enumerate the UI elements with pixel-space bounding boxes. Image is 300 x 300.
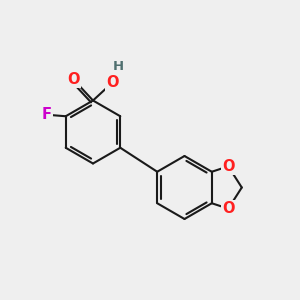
- Text: O: O: [106, 75, 119, 90]
- Text: O: O: [222, 201, 235, 216]
- Text: H: H: [112, 59, 124, 73]
- Text: F: F: [42, 107, 52, 122]
- Text: O: O: [67, 72, 80, 87]
- Text: O: O: [222, 159, 235, 174]
